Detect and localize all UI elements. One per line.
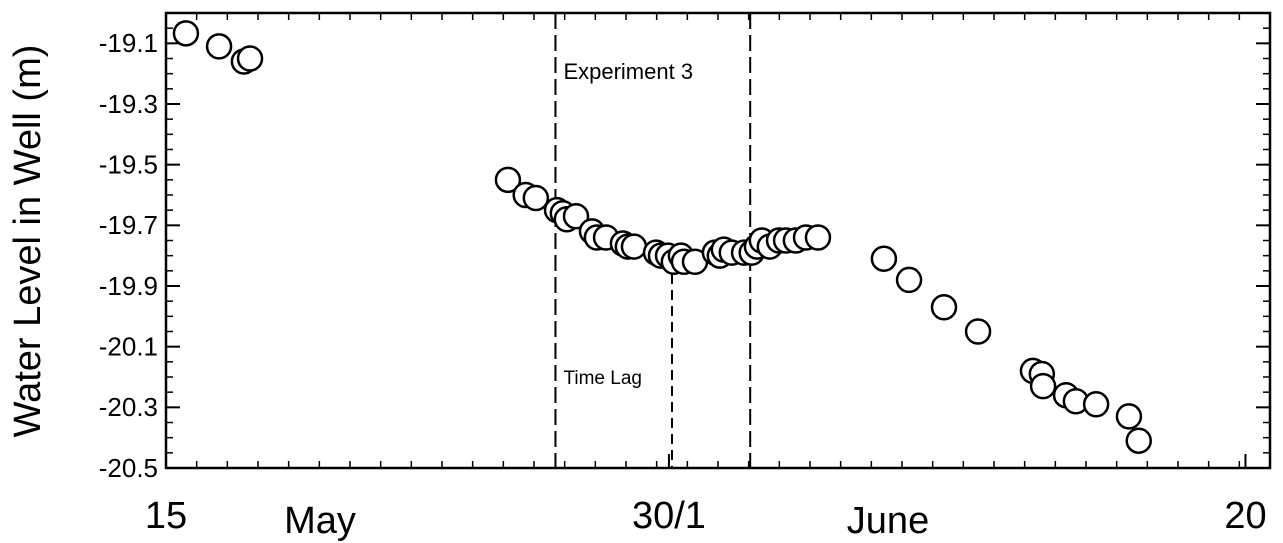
data-point [494,166,522,194]
data-point [620,233,648,260]
y-tick-label: -19.5 [99,150,158,180]
data-point [895,266,923,294]
y-axis-label: Water Level in Well (m) [7,45,49,438]
month-label: June [847,500,929,542]
data-point [205,33,233,60]
data-point [1029,372,1057,400]
data-point [930,293,958,321]
x-tick-label: 20 [1224,495,1266,537]
y-tick-label: -19.7 [99,210,158,240]
data-point [804,224,832,251]
y-tick-label: -19.9 [99,271,158,301]
y-tick-label: -20.3 [99,392,158,422]
y-tick-label: -20.5 [99,453,158,483]
data-point [522,184,550,212]
data-point [1115,403,1143,430]
data-point [562,202,590,230]
data-point [1125,427,1152,454]
x-tick-label: 30/1 [632,495,706,537]
x-tick-label: 15 [145,495,187,537]
data-point [172,20,200,47]
y-tick-label: -19.3 [99,89,158,119]
data-point [236,45,264,72]
data-point [1082,391,1110,418]
data-point [870,245,898,272]
month-label: May [284,500,356,542]
y-tick-label: -19.1 [99,28,158,58]
experiment-label: Experiment 3 [563,59,693,84]
data-point [964,318,992,345]
y-tick-label: -20.1 [99,332,158,362]
time-lag-label: Time Lag [563,368,642,389]
